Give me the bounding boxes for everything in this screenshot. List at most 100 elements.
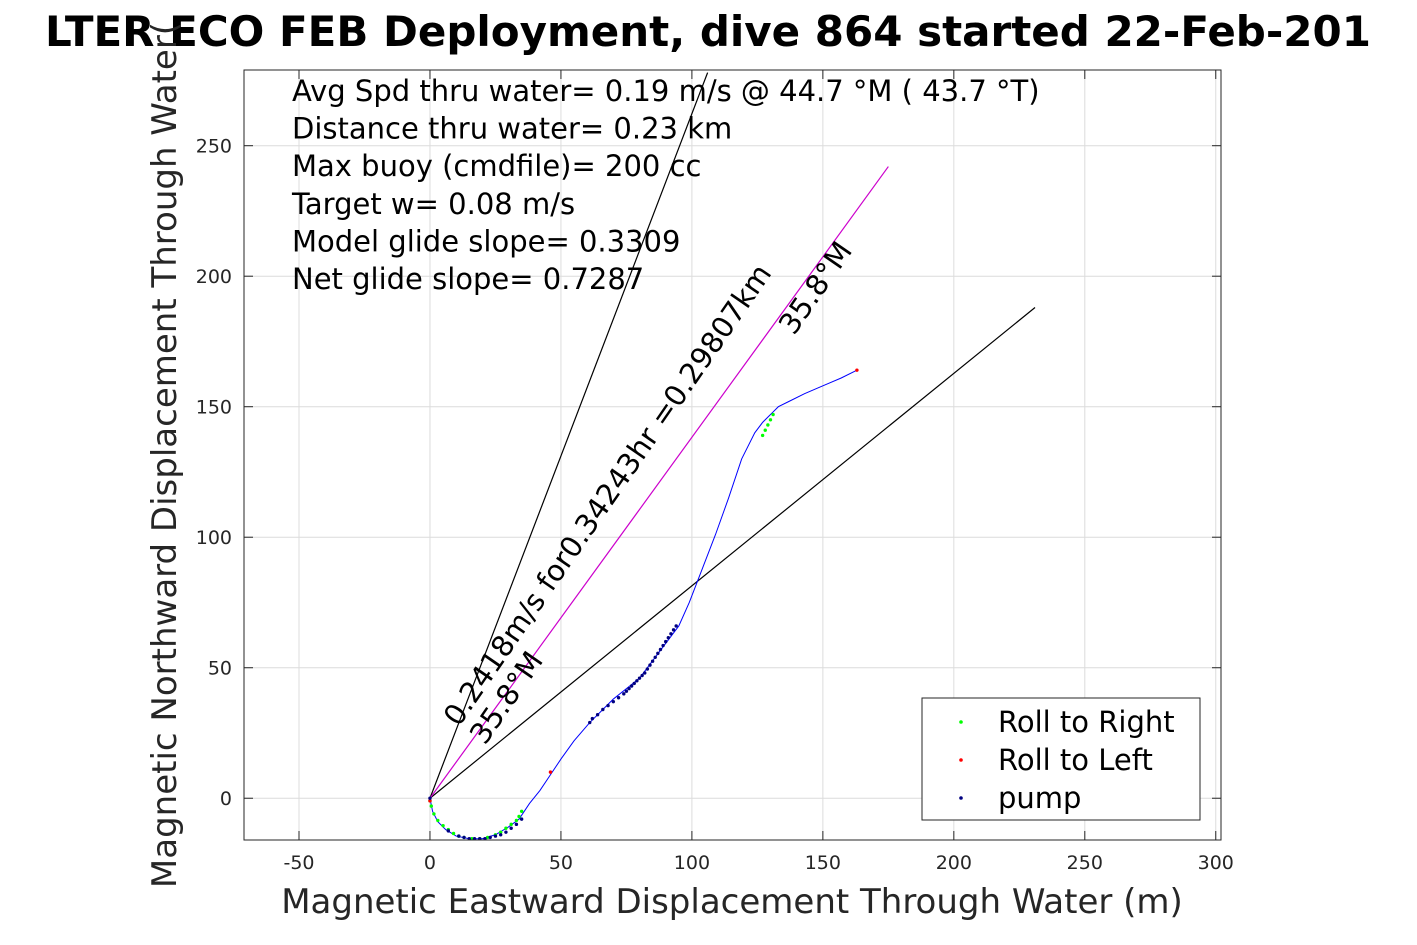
data-point: [624, 689, 629, 693]
data-point: [504, 830, 508, 834]
data-point: [436, 818, 440, 823]
data-point: [446, 829, 451, 833]
data-point: [519, 817, 524, 821]
data-point: [509, 826, 513, 830]
x-tick-label: 100: [674, 852, 710, 874]
data-point: [509, 822, 513, 827]
data-point: [611, 699, 616, 704]
y-tick-label: 150: [196, 397, 232, 419]
data-point: [643, 671, 647, 675]
data-point: [855, 368, 859, 372]
data-point: [451, 831, 456, 836]
data-point: [763, 428, 767, 432]
legend-box: [921, 697, 1201, 821]
data-point: [653, 655, 657, 659]
info-line: Net glide slope= 0.7287: [292, 262, 644, 296]
data-point: [771, 412, 775, 417]
data-point: [760, 433, 765, 438]
x-tick-label: -50: [283, 852, 314, 874]
info-line: Model glide slope= 0.3309: [292, 224, 680, 258]
data-point: [485, 835, 490, 840]
chart-title: LTER ECO FEB Deployment, dive 864 starte…: [45, 7, 1371, 56]
y-tick-label: 0: [220, 788, 232, 810]
reference-line: [429, 72, 709, 799]
data-point: [488, 835, 492, 840]
data-point: [504, 826, 508, 830]
data-point: [669, 632, 673, 636]
data-point: [498, 833, 503, 837]
legend-marker: [959, 758, 963, 762]
legend-marker: [959, 796, 963, 800]
y-tick-label: 50: [208, 658, 232, 680]
data-point: [606, 703, 610, 708]
data-point: [428, 796, 432, 800]
data-point: [627, 686, 631, 691]
data-point: [666, 636, 671, 640]
x-tick-label: 150: [805, 852, 841, 874]
data-point: [548, 770, 553, 774]
data-point: [514, 818, 519, 823]
data-point: [622, 692, 626, 696]
data-point: [498, 830, 503, 834]
data-point: [645, 667, 650, 671]
data-point: [635, 679, 639, 683]
data-point: [493, 834, 498, 838]
info-text-block: Avg Spd thru water= 0.19 m/s @ 44.7 °M (…: [291, 74, 1040, 296]
legend-marker: [959, 720, 963, 724]
data-point: [632, 681, 636, 686]
data-point: [658, 647, 663, 652]
data-point: [661, 643, 665, 648]
x-tick-label: 250: [1067, 852, 1103, 874]
data-point: [432, 812, 436, 816]
reference-lines: [429, 72, 1036, 799]
data-point: [640, 673, 644, 678]
data-point: [457, 834, 461, 838]
info-line: Distance thru water= 0.23 km: [292, 112, 732, 146]
data-point: [601, 707, 605, 712]
info-line: Target w= 0.08 m/s: [291, 187, 575, 221]
info-line: Avg Spd thru water= 0.19 m/s @ 44.7 °M (…: [292, 74, 1040, 108]
axis-ticks: [244, 70, 1221, 840]
x-axis-label: Magnetic Eastward Displacement Through W…: [281, 882, 1183, 922]
reference-line: [429, 166, 889, 799]
data-point: [648, 663, 652, 667]
data-point: [590, 716, 595, 721]
data-point: [595, 713, 600, 717]
data-point: [656, 651, 660, 656]
data-point: [629, 684, 634, 688]
y-tick-labels: 0 50 100 150 200 250: [196, 136, 232, 811]
x-tick-label: 50: [549, 852, 573, 874]
data-point: [650, 659, 655, 663]
legend-label: Roll to Right: [998, 705, 1175, 739]
data-point: [768, 418, 773, 422]
data-point: [766, 423, 770, 427]
x-tick-label: 300: [1198, 852, 1234, 874]
legend-label: Roll to Left: [998, 743, 1153, 777]
data-point: [428, 799, 432, 803]
plot-frame: [243, 69, 1222, 841]
y-tick-label: 200: [196, 266, 232, 288]
data-point: [517, 814, 521, 819]
data-point: [519, 809, 524, 813]
data-point: [429, 804, 433, 808]
y-tick-label: 250: [196, 136, 232, 158]
data-point: [664, 639, 668, 644]
reference-line: [429, 307, 1036, 799]
x-tick-label: 200: [936, 852, 972, 874]
legend-label: pump: [998, 781, 1081, 815]
data-point: [674, 624, 678, 628]
y-tick-label: 100: [196, 527, 232, 549]
y-axis-label: Magnetic Northward Displacement Through …: [145, 22, 185, 888]
data-point: [462, 835, 466, 840]
legend: Roll to Right Roll to Left pump: [921, 697, 1201, 821]
x-tick-label: 0: [424, 852, 436, 874]
data-point: [616, 696, 621, 700]
data-point: [514, 822, 519, 827]
info-line: Max buoy (cmdfile)= 200 cc: [292, 149, 701, 183]
data-point: [441, 823, 445, 828]
data-point: [637, 676, 642, 680]
data-point: [671, 628, 676, 632]
x-tick-labels: -50 0 50 100 150 200 250 300: [283, 852, 1233, 874]
data-point: [588, 720, 592, 725]
